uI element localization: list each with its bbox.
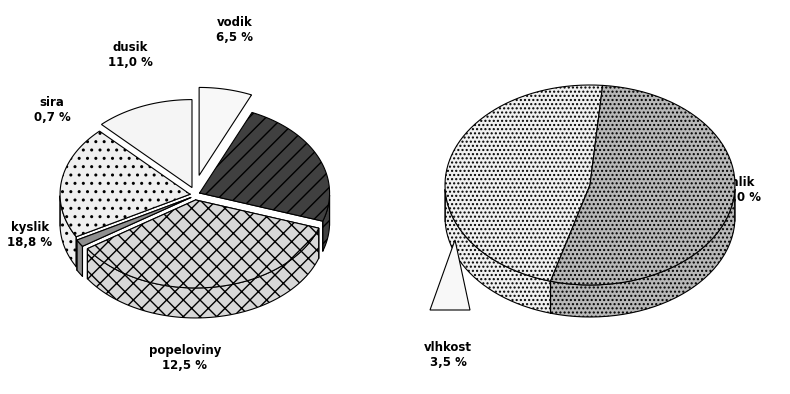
Polygon shape [77, 198, 190, 246]
Polygon shape [445, 85, 603, 281]
Text: vodik
6,5 %: vodik 6,5 % [216, 16, 254, 44]
Text: dusik
11,0 %: dusik 11,0 % [107, 41, 152, 69]
Text: vlhkost
3,5 %: vlhkost 3,5 % [424, 341, 472, 369]
Text: sira
0,7 %: sira 0,7 % [34, 96, 70, 124]
Polygon shape [200, 112, 329, 221]
Polygon shape [60, 196, 76, 267]
Polygon shape [323, 195, 329, 251]
Text: popeloviny
12,5 %: popeloviny 12,5 % [149, 344, 221, 372]
Polygon shape [88, 200, 319, 288]
Polygon shape [551, 85, 735, 285]
Polygon shape [430, 240, 470, 310]
Polygon shape [88, 228, 319, 318]
Polygon shape [551, 189, 735, 317]
Polygon shape [101, 100, 192, 188]
Polygon shape [60, 131, 190, 237]
Polygon shape [77, 240, 82, 276]
Text: kyslik
18,8 %: kyslik 18,8 % [7, 221, 53, 249]
Text: uhlik
47,0 %: uhlik 47,0 % [716, 176, 761, 204]
Polygon shape [199, 87, 251, 175]
Polygon shape [445, 190, 551, 313]
